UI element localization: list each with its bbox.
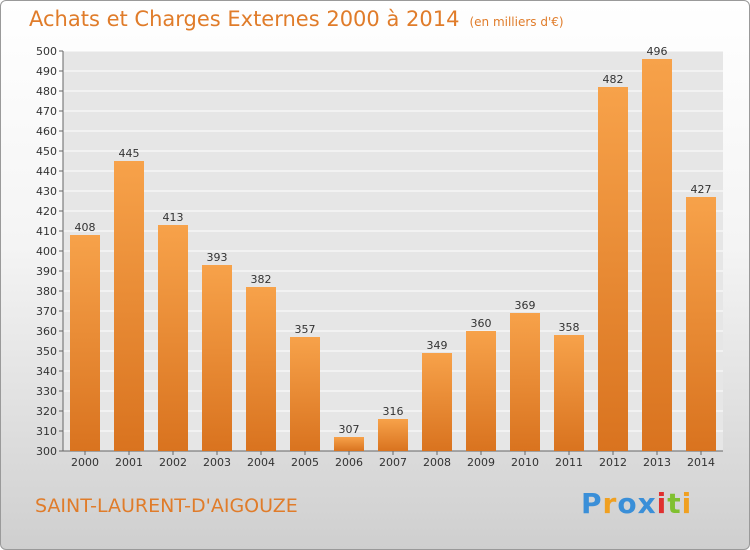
bar-value-label: 482 xyxy=(603,73,624,86)
y-tick-label: 460 xyxy=(36,125,57,138)
y-tick-label: 430 xyxy=(36,185,57,198)
logo-letter: x xyxy=(637,487,657,520)
y-tick-label: 300 xyxy=(36,445,57,458)
y-tick-label: 390 xyxy=(36,265,57,278)
bar-value-label: 358 xyxy=(559,321,580,334)
bar-value-label: 382 xyxy=(251,273,272,286)
logo-letter: P xyxy=(581,487,603,520)
x-tick-label: 2006 xyxy=(335,456,363,469)
x-tick-label: 2009 xyxy=(467,456,495,469)
bar xyxy=(598,87,628,451)
bar-value-label: 357 xyxy=(295,323,316,336)
bar-value-label: 393 xyxy=(207,251,228,264)
y-tick-label: 350 xyxy=(36,345,57,358)
bar xyxy=(422,353,452,451)
bar xyxy=(70,235,100,451)
x-tick-label: 2001 xyxy=(115,456,143,469)
bar xyxy=(114,161,144,451)
bar-value-label: 496 xyxy=(647,45,668,58)
y-tick-label: 420 xyxy=(36,205,57,218)
x-tick-label: 2004 xyxy=(247,456,275,469)
bar xyxy=(334,437,364,451)
logo-letter: i xyxy=(656,487,668,520)
y-tick-label: 490 xyxy=(36,65,57,78)
logo-letter: o xyxy=(617,487,638,520)
bar-value-label: 445 xyxy=(119,147,140,160)
bar xyxy=(378,419,408,451)
bar-value-label: 316 xyxy=(383,405,404,418)
x-tick-label: 2010 xyxy=(511,456,539,469)
y-tick-label: 320 xyxy=(36,405,57,418)
y-tick-label: 330 xyxy=(36,385,57,398)
y-tick-label: 500 xyxy=(36,45,57,58)
y-tick-label: 340 xyxy=(36,365,57,378)
bar xyxy=(510,313,540,451)
x-tick-label: 2008 xyxy=(423,456,451,469)
bar-value-label: 349 xyxy=(427,339,448,352)
y-tick-label: 440 xyxy=(36,165,57,178)
bar xyxy=(686,197,716,451)
y-tick-label: 450 xyxy=(36,145,57,158)
x-tick-label: 2005 xyxy=(291,456,319,469)
bar-value-label: 413 xyxy=(163,211,184,224)
x-tick-label: 2011 xyxy=(555,456,583,469)
logo-letter: i xyxy=(681,487,693,520)
x-tick-label: 2003 xyxy=(203,456,231,469)
bar-value-label: 369 xyxy=(515,299,536,312)
x-tick-label: 2007 xyxy=(379,456,407,469)
bar-value-label: 360 xyxy=(471,317,492,330)
logo-letter: t xyxy=(667,487,682,520)
x-tick-label: 2013 xyxy=(643,456,671,469)
y-tick-label: 380 xyxy=(36,285,57,298)
bar-value-label: 307 xyxy=(339,423,360,436)
bar xyxy=(202,265,232,451)
bar xyxy=(466,331,496,451)
x-tick-label: 2000 xyxy=(71,456,99,469)
bar xyxy=(642,59,672,451)
bar-value-label: 427 xyxy=(691,183,712,196)
city-name: SAINT-LAURENT-D'AIGOUZE xyxy=(35,495,298,517)
x-tick-label: 2002 xyxy=(159,456,187,469)
x-tick-label: 2014 xyxy=(687,456,715,469)
y-tick-label: 310 xyxy=(36,425,57,438)
logo-letter: r xyxy=(602,487,618,520)
y-tick-label: 370 xyxy=(36,305,57,318)
bar-value-label: 408 xyxy=(75,221,96,234)
y-tick-label: 470 xyxy=(36,105,57,118)
bar xyxy=(554,335,584,451)
bar xyxy=(158,225,188,451)
bar xyxy=(290,337,320,451)
bar xyxy=(246,287,276,451)
y-tick-label: 360 xyxy=(36,325,57,338)
chart-title: Achats et Charges Externes 2000 à 2014 (e… xyxy=(29,7,564,31)
proxiti-logo: Proxiti xyxy=(581,487,692,520)
y-tick-label: 400 xyxy=(36,245,57,258)
y-tick-label: 410 xyxy=(36,225,57,238)
y-tick-label: 480 xyxy=(36,85,57,98)
chart-subtitle: (en milliers d'€) xyxy=(469,15,564,29)
x-tick-label: 2012 xyxy=(599,456,627,469)
